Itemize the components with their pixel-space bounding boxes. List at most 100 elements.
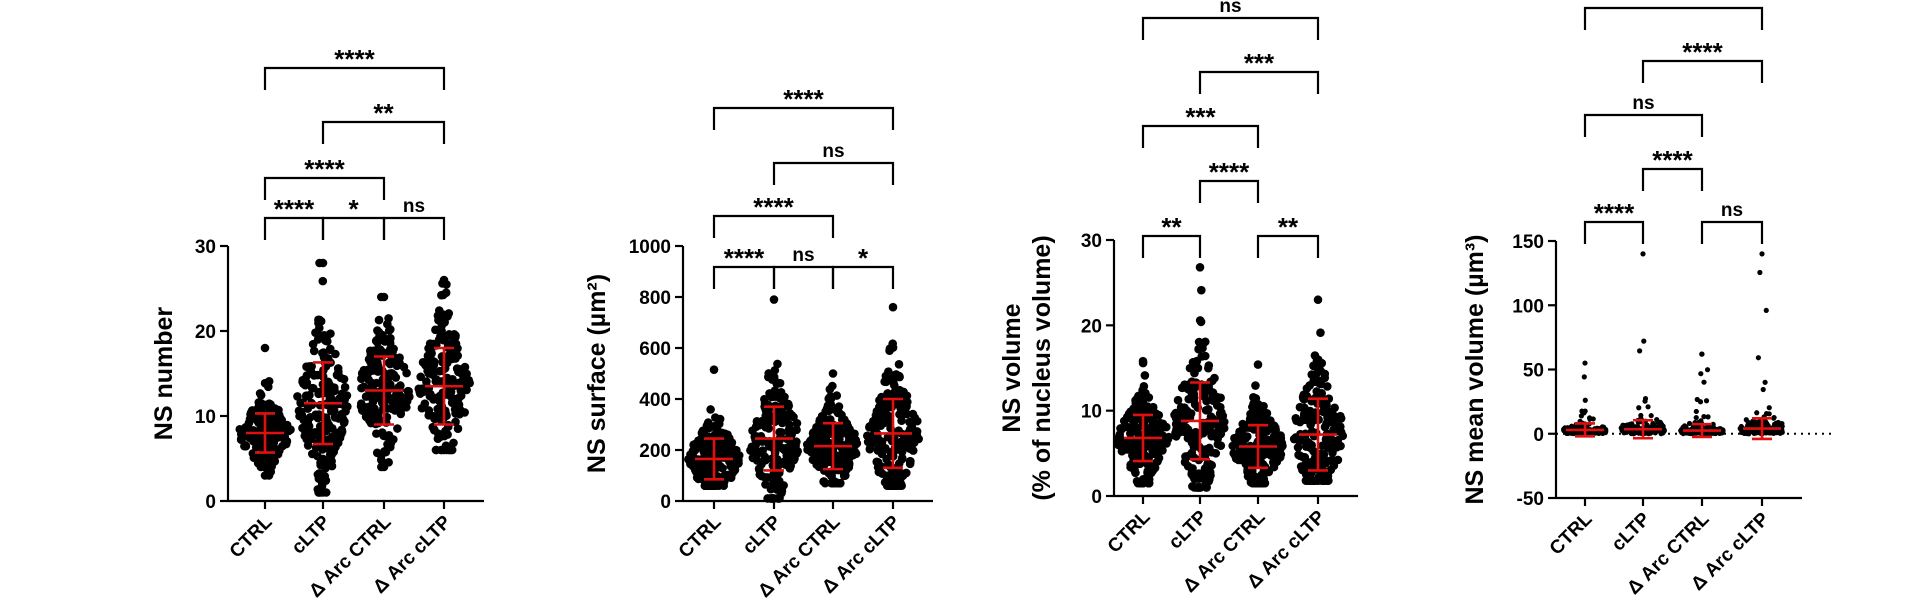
- data-point: [307, 449, 317, 459]
- data-point: [1293, 443, 1303, 452]
- data-point: [1322, 382, 1332, 391]
- significance-label: ****: [1652, 145, 1693, 175]
- data-point: [1317, 450, 1327, 460]
- significance-bracket: [831, 265, 895, 289]
- data-point: [848, 450, 858, 460]
- data-point: [1314, 378, 1323, 387]
- data-point: [1133, 404, 1142, 414]
- data-point: [895, 410, 904, 419]
- data-point: [426, 389, 435, 399]
- data-point: [865, 423, 874, 432]
- data-point: [449, 438, 458, 448]
- data-point: [1142, 452, 1152, 461]
- data-point: [1201, 405, 1211, 415]
- significance-label: ns: [1632, 93, 1654, 114]
- data-point: [725, 473, 734, 482]
- data-point: [1184, 394, 1194, 404]
- data-point: [1773, 420, 1779, 426]
- data-point: [1113, 434, 1122, 444]
- data-point: [1686, 420, 1693, 427]
- significance-bracket: [772, 265, 835, 289]
- data-point: [1316, 328, 1325, 337]
- data-point: [772, 470, 781, 480]
- data-point: [709, 481, 719, 491]
- data-point: [840, 456, 849, 466]
- data-point: [1306, 420, 1315, 430]
- data-point: [1211, 428, 1221, 438]
- data-point: [240, 441, 249, 451]
- data-point: [1269, 462, 1279, 472]
- data-point: [333, 438, 343, 448]
- data-point: [1200, 392, 1209, 401]
- data-point: [1301, 459, 1311, 469]
- data-point: [1763, 411, 1770, 417]
- data-point: [1678, 428, 1684, 434]
- significance-label: ns: [822, 141, 844, 162]
- data-point: [1190, 474, 1199, 483]
- data-point: [318, 488, 328, 497]
- data-point: [1636, 405, 1642, 411]
- y-tick-label: 800: [639, 288, 671, 309]
- data-point: [1270, 423, 1280, 432]
- data-point: [1148, 445, 1157, 455]
- data-point: [302, 362, 311, 371]
- data-point: [446, 387, 456, 397]
- data-point: [822, 404, 832, 413]
- data-point: [1246, 413, 1256, 422]
- significance-bracket: [712, 106, 895, 130]
- x-category-label: cLTP: [739, 511, 786, 558]
- y-tick-label: -50: [1517, 489, 1544, 510]
- data-point: [1302, 384, 1312, 393]
- data-point: [1325, 417, 1335, 427]
- significance-bracket: [1583, 6, 1764, 30]
- data-point: [1200, 351, 1210, 361]
- data-point: [1307, 410, 1317, 420]
- data-point: [269, 430, 278, 439]
- data-point: [1588, 430, 1594, 436]
- data-point: [1313, 476, 1323, 485]
- data-point: [1158, 446, 1167, 455]
- significance-bracket: [1141, 124, 1260, 148]
- significance-label: ns: [1721, 200, 1743, 221]
- data-point: [769, 295, 779, 304]
- data-point: [325, 395, 334, 405]
- data-point: [773, 438, 783, 448]
- data-point: [260, 343, 270, 353]
- data-point: [453, 424, 463, 433]
- data-point: [764, 424, 774, 433]
- data-point: [278, 433, 288, 442]
- data-point: [1720, 428, 1726, 434]
- data-point: [361, 392, 371, 401]
- data-point: [298, 398, 307, 407]
- data-point: [439, 275, 449, 285]
- data-point: [1212, 401, 1222, 410]
- data-point: [1172, 413, 1181, 422]
- x-category-label: cLTP: [1165, 506, 1212, 553]
- significance-label: ****: [724, 243, 765, 273]
- data-point: [769, 494, 779, 503]
- significance-bracket: [1700, 220, 1764, 244]
- data-point: [902, 402, 911, 412]
- data-point: [769, 390, 778, 399]
- y-tick-label: 600: [639, 339, 671, 360]
- data-point: [1146, 468, 1156, 478]
- data-point: [1590, 416, 1596, 422]
- x-category-label: CTRL: [675, 511, 726, 562]
- data-point: [877, 449, 887, 459]
- data-point: [1123, 445, 1132, 454]
- data-point: [309, 383, 318, 393]
- data-point: [1195, 263, 1205, 272]
- data-point: [400, 397, 410, 407]
- data-point: [1138, 356, 1148, 366]
- data-point: [885, 346, 894, 355]
- data-point: [898, 471, 908, 481]
- data-point: [372, 429, 381, 438]
- y-tick-label: 0: [1533, 425, 1544, 446]
- data-point: [1754, 410, 1760, 416]
- data-point: [690, 465, 700, 475]
- data-point: [1658, 430, 1664, 436]
- data-point: [1195, 483, 1205, 492]
- y-axis-label-line2: (% of nucleus volume): [1028, 235, 1056, 500]
- data-point: [454, 367, 463, 377]
